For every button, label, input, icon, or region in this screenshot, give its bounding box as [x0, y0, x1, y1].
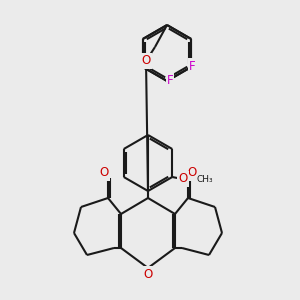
Text: F: F [189, 59, 196, 73]
Text: F: F [167, 74, 173, 86]
Text: O: O [99, 167, 109, 179]
Text: CH₃: CH₃ [196, 176, 213, 184]
Text: O: O [141, 55, 151, 68]
Text: O: O [178, 172, 188, 185]
Text: O: O [188, 167, 196, 179]
Text: O: O [143, 268, 153, 281]
Text: O: O [178, 172, 188, 185]
